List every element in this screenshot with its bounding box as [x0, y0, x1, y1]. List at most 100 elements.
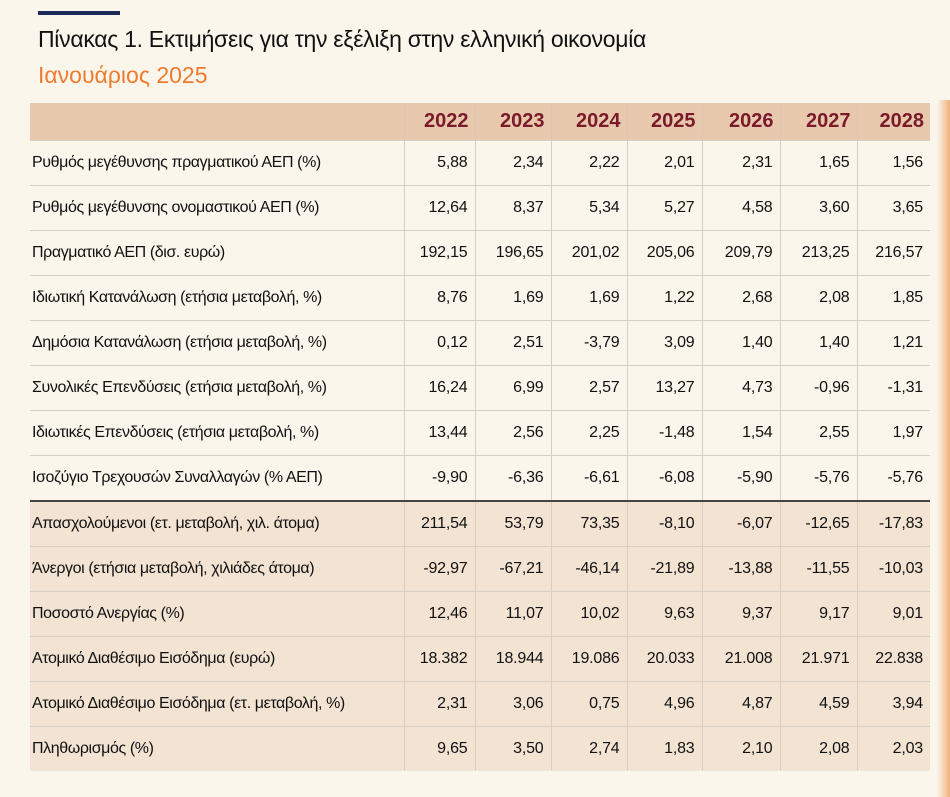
cell: 6,99: [474, 365, 551, 411]
cell: 2,01: [626, 140, 702, 186]
cell: 216,57: [856, 230, 930, 276]
cell: 21.008: [701, 636, 780, 682]
cell: 4,87: [701, 681, 780, 727]
cell: -6,36: [474, 455, 551, 501]
table-row: Ποσοστό Ανεργίας (%) 12,46 11,07 10,02 9,63 9…: [30, 591, 930, 637]
cell: 196,65: [474, 230, 551, 276]
cell: 1,97: [856, 410, 930, 456]
row-label: Ιδιωτικές Επενδύσεις (ετήσια μεταβολή, %…: [30, 410, 404, 456]
row-label: Δημόσια Κατανάλωση (ετήσια μεταβολή, %): [30, 320, 404, 366]
cell: 205,06: [626, 230, 702, 276]
cell: 192,15: [403, 230, 475, 276]
cell: -67,21: [474, 546, 551, 592]
cell: 18.382: [403, 636, 475, 682]
cell: -0,96: [779, 365, 857, 411]
cell: 2,57: [550, 365, 627, 411]
row-label: Ισοζύγιο Τρεχουσών Συναλλαγών (% ΑΕΠ): [30, 455, 404, 501]
cell: 13,44: [403, 410, 475, 456]
cell: -12,65: [779, 500, 857, 547]
row-label: Άνεργοι (ετήσια μεταβολή, χιλιάδες άτομα…: [30, 546, 404, 592]
cell: 2,68: [701, 275, 780, 321]
table-row: Απασχολούμενοι (ετ. μεταβολή, χιλ. άτομα…: [30, 500, 930, 547]
cell: 2,31: [403, 681, 475, 727]
cell: 213,25: [779, 230, 857, 276]
table-row: Ρυθμός μεγέθυνσης ονομαστικού ΑΕΠ (%) 12,…: [30, 185, 930, 231]
cell: 2,08: [779, 726, 857, 771]
cell: -1,31: [856, 365, 930, 411]
cell: 2,22: [550, 140, 627, 186]
table-row: Ισοζύγιο Τρεχουσών Συναλλαγών (% ΑΕΠ) -9,…: [30, 455, 930, 501]
cell: 9,65: [403, 726, 475, 771]
column-header: 2026: [701, 103, 780, 141]
row-label: Ποσοστό Ανεργίας (%): [30, 591, 404, 637]
cell: 3,50: [474, 726, 551, 771]
cell: 0,12: [403, 320, 475, 366]
cell: 2,08: [779, 275, 857, 321]
table-row: Ιδιωτικές Επενδύσεις (ετήσια μεταβολή, %…: [30, 410, 930, 456]
cell: 211,54: [403, 500, 475, 547]
cell: -17,83: [856, 500, 930, 547]
table-body: Ρυθμός μεγέθυνσης πραγματικού ΑΕΠ (%) 5,8…: [30, 140, 930, 771]
cell: 19.086: [550, 636, 627, 682]
cell: 2,74: [550, 726, 627, 771]
header-row: 2022 2023 2024 2025 2026 2027 2028: [30, 103, 930, 141]
cell: -46,14: [550, 546, 627, 592]
row-label: Ρυθμός μεγέθυνσης ονομαστικού ΑΕΠ (%): [30, 185, 404, 231]
cell: -6,61: [550, 455, 627, 501]
cell: 0,75: [550, 681, 627, 727]
cell: 209,79: [701, 230, 780, 276]
cell: -3,79: [550, 320, 627, 366]
cell: 1,69: [550, 275, 627, 321]
column-header: 2027: [779, 103, 857, 141]
cell: 1,83: [626, 726, 702, 771]
cell: 3,94: [856, 681, 930, 727]
cell: 1,40: [779, 320, 857, 366]
cell: 2,34: [474, 140, 551, 186]
cell: 3,65: [856, 185, 930, 231]
column-header: 2022: [403, 103, 475, 141]
table-row: Πραγματικό ΑΕΠ (δισ. ευρώ) 192,15 196,65 20…: [30, 230, 930, 276]
table: 2022 2023 2024 2025 2026 2027 2028 Ρυθμός μεγέ…: [30, 103, 930, 771]
cell: 4,73: [701, 365, 780, 411]
cell: 1,69: [474, 275, 551, 321]
cell: 20.033: [626, 636, 702, 682]
cell: -6,08: [626, 455, 702, 501]
cell: -21,89: [626, 546, 702, 592]
cell: 9,37: [701, 591, 780, 637]
cell: -92,97: [403, 546, 475, 592]
cell: 1,54: [701, 410, 780, 456]
cell: 2,31: [701, 140, 780, 186]
table-row: Ρυθμός μεγέθυνσης πραγματικού ΑΕΠ (%) 5,8…: [30, 140, 930, 186]
cell: 18.944: [474, 636, 551, 682]
cell: 9,01: [856, 591, 930, 637]
cell: 8,37: [474, 185, 551, 231]
column-header: 2024: [550, 103, 627, 141]
cell: -1,48: [626, 410, 702, 456]
table-row: Πληθωρισμός (%) 9,65 3,50 2,74 1,83 2,10 2,08 2…: [30, 726, 930, 771]
cell: -6,07: [701, 500, 780, 547]
cell: 12,64: [403, 185, 475, 231]
cell: 4,96: [626, 681, 702, 727]
cell: -13,88: [701, 546, 780, 592]
cell: 9,17: [779, 591, 857, 637]
cell: 1,65: [779, 140, 857, 186]
cell: 5,88: [403, 140, 475, 186]
column-header: 2028: [856, 103, 930, 141]
title: Πίνακας 1. Εκτιμήσεις για την εξέλιξη στ…: [38, 26, 647, 52]
cell: 1,40: [701, 320, 780, 366]
cell: 13,27: [626, 365, 702, 411]
cell: 11,07: [474, 591, 551, 637]
cell: 3,09: [626, 320, 702, 366]
table-row: Ατομικό Διαθέσιμο Εισόδημα (ετ. μεταβολή…: [30, 681, 930, 727]
cell: 1,21: [856, 320, 930, 366]
cell: -9,90: [403, 455, 475, 501]
row-label: Συνολικές Επενδύσεις (ετήσια μεταβολή, %…: [30, 365, 404, 411]
edge-strip: [937, 100, 950, 797]
cell: 73,35: [550, 500, 627, 547]
cell: -11,55: [779, 546, 857, 592]
table-row: Άνεργοι (ετήσια μεταβολή, χιλιάδες άτομα…: [30, 546, 930, 592]
column-header: 2025: [626, 103, 702, 141]
cell: 2,55: [779, 410, 857, 456]
cell: 201,02: [550, 230, 627, 276]
